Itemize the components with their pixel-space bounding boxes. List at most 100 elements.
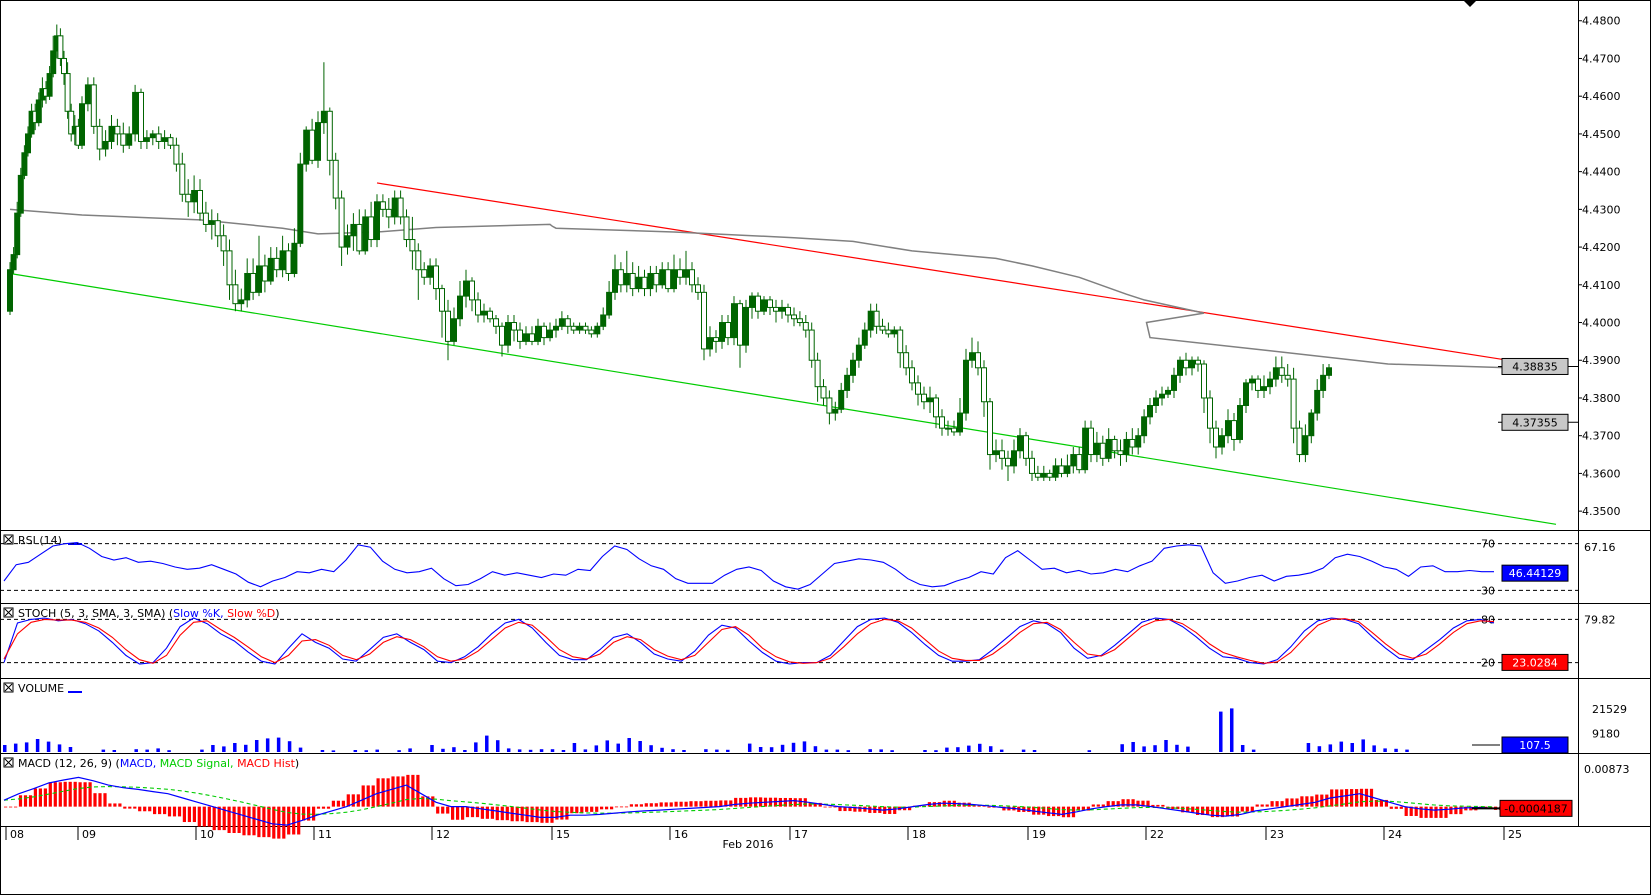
macd-hist-bar xyxy=(1459,806,1463,815)
candle xyxy=(409,216,416,270)
candle xyxy=(755,292,761,319)
macd-hist-bar xyxy=(277,806,281,839)
macd-hist-bar xyxy=(1196,806,1200,815)
candle xyxy=(415,243,422,300)
macd-hist-bar xyxy=(495,806,499,821)
candle xyxy=(368,201,375,248)
candle xyxy=(1225,409,1231,444)
macd-hist-bar xyxy=(684,801,688,807)
volume-bar xyxy=(605,740,610,752)
macd-hist-bar xyxy=(908,806,912,811)
candle xyxy=(1267,371,1273,395)
macd-hist-bar xyxy=(222,806,226,831)
candle xyxy=(785,303,791,323)
candle xyxy=(108,115,115,150)
candle xyxy=(612,254,618,300)
macd-hist-bar xyxy=(893,806,897,814)
macd-hist-bar xyxy=(937,802,941,807)
macd-hist-bar xyxy=(1389,806,1393,809)
x-tick-label: 22 xyxy=(1150,828,1164,841)
macd-hist-bar xyxy=(585,806,589,812)
candle xyxy=(173,137,180,172)
macd-hist-bar xyxy=(1126,799,1130,807)
macd-hist-bar xyxy=(401,776,405,807)
macd-hist-bar xyxy=(1121,799,1125,807)
volume-bar xyxy=(649,745,653,752)
rsi-current-value: 46.44129 xyxy=(1509,567,1562,580)
volume-bar xyxy=(572,743,577,752)
candle xyxy=(25,126,31,157)
candle xyxy=(921,386,927,410)
volume-bar xyxy=(1240,745,1245,752)
candle xyxy=(149,130,156,146)
stoch-d-line xyxy=(3,618,1495,664)
candle xyxy=(731,296,737,346)
x-tick-label: 15 xyxy=(556,828,570,841)
candle xyxy=(403,209,410,248)
macd-hist-bar xyxy=(421,796,425,807)
candle xyxy=(391,190,398,225)
volume-bar xyxy=(1306,743,1311,752)
candle xyxy=(356,209,363,255)
macd-hist-bar xyxy=(659,802,663,807)
macd-hist-bar xyxy=(143,806,147,812)
candle xyxy=(1070,447,1077,474)
volume-bar xyxy=(1142,746,1146,752)
candle xyxy=(647,265,654,297)
volume-bar xyxy=(35,739,40,752)
candle xyxy=(338,190,345,266)
macd-hist-bar xyxy=(1027,806,1031,812)
volume-bar xyxy=(868,749,872,752)
macd-hist-bar xyxy=(1369,788,1374,807)
volume-bar xyxy=(1317,746,1322,752)
macd-hist-bar xyxy=(987,806,991,808)
macd-hist-bar xyxy=(103,793,107,807)
candle xyxy=(250,258,257,300)
macd-hist-bar xyxy=(545,806,549,823)
macd-hist-bar xyxy=(1260,804,1264,807)
candle xyxy=(1105,428,1112,463)
candle xyxy=(46,66,53,100)
candle xyxy=(517,322,523,349)
macd-hist-bar xyxy=(1047,806,1051,817)
x-tick-label: 08 xyxy=(10,828,24,841)
macd-hist-bar xyxy=(595,806,599,812)
macd-hist-bar xyxy=(361,785,365,807)
volume-bar xyxy=(528,749,533,752)
macd-hist-bar xyxy=(1066,806,1071,818)
panel-title: STOCH (5, 3, SMA, 3, SMA) (Slow %K, Slow… xyxy=(18,607,280,620)
macd-hist-bar xyxy=(734,797,738,807)
macd-hist-bar xyxy=(1220,806,1225,818)
candle xyxy=(808,322,815,368)
stoch-k-line xyxy=(3,617,1495,665)
macd-hist-bar xyxy=(257,806,261,838)
macd-hist-bar xyxy=(853,806,857,812)
volume-bar xyxy=(331,750,336,752)
macd-hist-bar xyxy=(1285,798,1289,807)
macd-hist-bar xyxy=(535,806,539,823)
volume-bar xyxy=(1219,711,1223,752)
candle xyxy=(541,322,547,346)
volume-bar xyxy=(879,749,883,752)
panel-title: MACD (12, 26, 9) (MACD, MACD Signal, MAC… xyxy=(18,757,299,770)
macd-hist-bar xyxy=(694,801,698,807)
candle xyxy=(802,314,809,338)
macd-hist-bar xyxy=(714,800,718,807)
macd-hist-bar xyxy=(192,806,196,823)
volume-bar xyxy=(715,749,719,752)
candle xyxy=(1249,375,1255,391)
candle xyxy=(267,247,274,285)
candle xyxy=(1099,435,1106,466)
macd-hist-bar xyxy=(828,806,832,808)
macd-hist-bar xyxy=(639,804,643,807)
candle xyxy=(873,303,880,334)
macd-hist-bar xyxy=(1310,796,1314,807)
macd-hist-bar xyxy=(1215,806,1220,818)
x-tick-label: 19 xyxy=(1032,828,1046,841)
macd-hist-bar xyxy=(331,800,335,807)
macd-hist-bar xyxy=(158,806,162,815)
price-tick-label: 4.4300 xyxy=(1582,203,1621,216)
volume-current-value-box xyxy=(1501,736,1569,754)
candle xyxy=(463,269,469,308)
volume-bar xyxy=(945,747,949,752)
